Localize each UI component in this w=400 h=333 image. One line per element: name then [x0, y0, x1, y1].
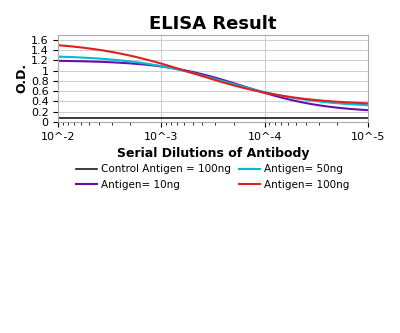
Antigen= 100ng: [239, 86, 244, 90]
Antigen= 10ng: [336, 106, 341, 110]
Control Antigen = 100ng: [317, 116, 322, 120]
Antigen= 50ng: [239, 84, 244, 88]
Control Antigen = 100ng: [56, 116, 61, 120]
X-axis label: Serial Dilutions of Antibody: Serial Dilutions of Antibody: [117, 147, 309, 160]
Control Antigen = 100ng: [240, 116, 245, 120]
Antigen= 10ng: [240, 84, 245, 88]
Antigen= 100ng: [57, 43, 62, 47]
Control Antigen = 100ng: [239, 116, 244, 120]
Antigen= 10ng: [245, 86, 250, 90]
Y-axis label: O.D.: O.D.: [15, 63, 28, 93]
Legend: Control Antigen = 100ng, Antigen= 10ng, Antigen= 50ng, Antigen= 100ng: Control Antigen = 100ng, Antigen= 10ng, …: [72, 160, 354, 194]
Antigen= 10ng: [317, 103, 322, 107]
Antigen= 10ng: [239, 84, 244, 88]
Antigen= 100ng: [336, 100, 341, 104]
Control Antigen = 100ng: [366, 116, 370, 120]
Antigen= 50ng: [240, 85, 245, 89]
Control Antigen = 100ng: [245, 116, 250, 120]
Antigen= 50ng: [317, 100, 322, 104]
Antigen= 100ng: [366, 101, 370, 105]
Antigen= 100ng: [240, 86, 245, 90]
Antigen= 10ng: [57, 59, 62, 63]
Line: Antigen= 10ng: Antigen= 10ng: [58, 61, 368, 110]
Title: ELISA Result: ELISA Result: [149, 15, 277, 33]
Control Antigen = 100ng: [336, 116, 341, 120]
Antigen= 100ng: [56, 43, 61, 47]
Antigen= 50ng: [366, 103, 370, 107]
Line: Antigen= 100ng: Antigen= 100ng: [58, 45, 368, 103]
Antigen= 100ng: [245, 87, 250, 91]
Antigen= 10ng: [366, 108, 370, 112]
Line: Antigen= 50ng: Antigen= 50ng: [58, 57, 368, 105]
Antigen= 10ng: [56, 59, 61, 63]
Antigen= 50ng: [56, 55, 61, 59]
Antigen= 100ng: [317, 98, 322, 102]
Antigen= 50ng: [336, 101, 341, 105]
Antigen= 50ng: [245, 86, 250, 90]
Control Antigen = 100ng: [57, 116, 62, 120]
Antigen= 50ng: [57, 55, 62, 59]
